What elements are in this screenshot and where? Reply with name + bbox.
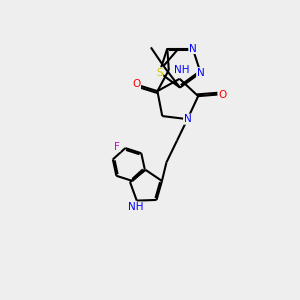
Text: N: N	[184, 114, 191, 124]
Text: F: F	[114, 142, 120, 152]
Text: O: O	[218, 90, 226, 100]
Text: S: S	[156, 68, 163, 78]
Text: N: N	[197, 68, 204, 78]
Text: N: N	[189, 44, 196, 53]
Text: NH: NH	[128, 202, 143, 212]
Text: NH: NH	[174, 65, 190, 75]
Text: O: O	[132, 79, 140, 89]
